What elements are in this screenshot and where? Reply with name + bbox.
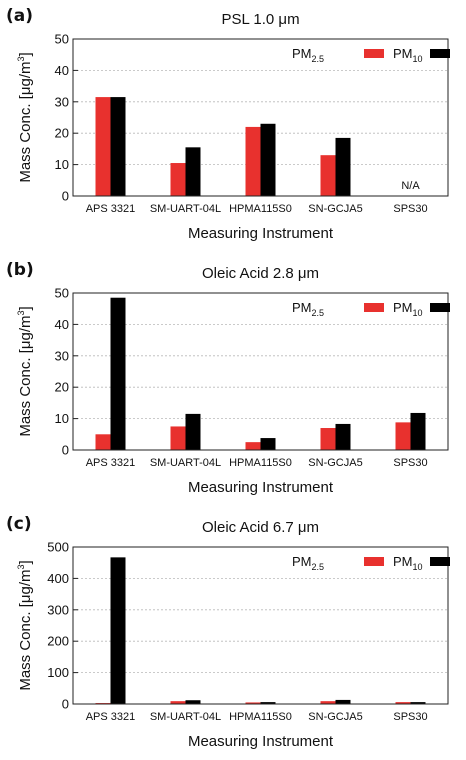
x-tick-label: APS 3321 [86,457,136,469]
x-tick-label: SPS30 [393,203,427,215]
legend-label: PM2.5 [292,300,324,318]
chart-title: Oleic Acid 6.7 μm [202,519,319,536]
panel-label: (a) [6,6,33,26]
y-tick-label: 50 [55,32,69,47]
plot-frame [72,546,449,705]
x-tick-label: SN-GCJA5 [308,457,362,469]
bar-pm25-hpma115s0 [245,126,261,196]
legend-label: PM2.5 [292,554,324,572]
bar-pm10-hpma115s0 [260,123,276,196]
plot-frame [72,38,449,197]
chart-title: Oleic Acid 2.8 μm [202,265,319,282]
x-tick-label: SM-UART-04L [150,203,221,215]
legend-label: PM2.5 [292,46,324,64]
legend-swatch-pm10 [430,557,450,566]
bar-pm10-sn-gcja5 [335,137,351,196]
y-tick-label: 30 [55,94,69,109]
x-tick-label: SN-GCJA5 [308,203,362,215]
x-tick-label: SPS30 [393,457,427,469]
bar-pm10-sm-uart-04l [185,147,201,196]
bar-pm25-sm-uart-04l [170,701,186,704]
bar-pm25-hpma115s0 [245,702,261,704]
x-tick-label: SN-GCJA5 [308,711,362,723]
y-tick-label: 0 [62,189,69,204]
x-axis-label: Measuring Instrument [188,479,334,496]
bar-pm25-hpma115s0 [245,442,261,450]
bar-pm10-sps30 [410,412,426,450]
chart-panel-a: (a) PSL 1.0 μm 0 10 20 30 40 50 APS 3321 SM-UART-… [0,0,466,252]
bar-pm25-sn-gcja5 [320,701,336,704]
legend-swatch-pm25 [364,557,384,566]
legend-swatch-pm10 [430,303,450,312]
chart-svg-c: (c) Oleic Acid 6.7 μm 0 100 200 300 400 500 APS … [6,514,450,750]
y-tick-label: 100 [47,665,69,680]
bar-pm25-aps-3321 [95,434,111,450]
y-tick-label: 0 [62,443,69,458]
bar-pm25-sps30 [395,422,411,450]
bar-pm10-sm-uart-04l [185,700,201,704]
x-tick-label: SM-UART-04L [150,457,221,469]
y-tick-label: 300 [47,602,69,617]
panel-label: (b) [6,260,34,280]
chart-panel-b: (b) Oleic Acid 2.8 μm 0 10 20 30 40 50 APS 3321 S… [0,254,466,506]
y-tick-label: 500 [47,540,69,555]
y-tick-label: 10 [55,411,69,426]
bar-pm25-sn-gcja5 [320,155,336,196]
bar-pm10-sps30 [410,702,426,704]
legend: PM2.5 PM10 [292,554,450,572]
y-tick-label: 200 [47,634,69,649]
legend-swatch-pm25 [364,49,384,58]
plot-frame [72,292,449,451]
na-annotation: N/A [401,180,420,192]
x-axis-label: Measuring Instrument [188,225,334,242]
bar-pm10-aps-3321 [110,557,126,704]
y-tick-label: 20 [55,126,69,141]
chart-svg-a: (a) PSL 1.0 μm 0 10 20 30 40 50 APS 3321 SM-UART-… [6,6,450,242]
x-tick-label: SM-UART-04L [150,711,221,723]
legend-label: PM10 [393,554,423,572]
bar-pm25-sm-uart-04l [170,426,186,450]
bar-pm10-aps-3321 [110,297,126,450]
y-axis-label: Mass Conc. [μg/m3] [16,560,34,690]
legend-swatch-pm10 [430,49,450,58]
bar-pm10-sm-uart-04l [185,413,201,450]
y-tick-label: 0 [62,697,69,712]
legend: PM2.5 PM10 [292,46,450,64]
y-tick-label: 30 [55,348,69,363]
bar-pm25-sps30 [395,702,411,704]
y-tick-label: 400 [47,571,69,586]
legend-swatch-pm25 [364,303,384,312]
y-axis-label: Mass Conc. [μg/m3] [16,52,34,182]
legend-label: PM10 [393,46,423,64]
bar-pm25-sn-gcja5 [320,428,336,450]
chart-title: PSL 1.0 μm [221,11,299,28]
x-tick-label: HPMA115S0 [229,711,292,723]
panel-label: (c) [6,514,32,534]
legend: PM2.5 PM10 [292,300,450,318]
bar-pm10-hpma115s0 [260,702,276,704]
y-axis-label: Mass Conc. [μg/m3] [16,306,34,436]
y-tick-label: 50 [55,286,69,301]
y-tick-label: 40 [55,317,69,332]
y-tick-label: 20 [55,380,69,395]
x-tick-label: HPMA115S0 [229,457,292,469]
bar-pm10-sn-gcja5 [335,423,351,450]
bar-pm25-aps-3321 [95,97,111,196]
bar-pm10-aps-3321 [110,97,126,196]
legend-label: PM10 [393,300,423,318]
x-tick-label: HPMA115S0 [229,203,292,215]
x-axis-label: Measuring Instrument [188,733,334,750]
x-tick-label: APS 3321 [86,711,136,723]
x-tick-label: APS 3321 [86,203,136,215]
bar-pm25-sm-uart-04l [170,163,186,196]
bar-pm10-sn-gcja5 [335,699,351,704]
x-tick-label: SPS30 [393,711,427,723]
y-tick-label: 40 [55,63,69,78]
chart-svg-b: (b) Oleic Acid 2.8 μm 0 10 20 30 40 50 APS 3321 S… [6,260,450,496]
chart-panel-c: (c) Oleic Acid 6.7 μm 0 100 200 300 400 500 APS … [0,508,466,760]
y-tick-label: 10 [55,157,69,172]
bar-pm10-hpma115s0 [260,438,276,450]
